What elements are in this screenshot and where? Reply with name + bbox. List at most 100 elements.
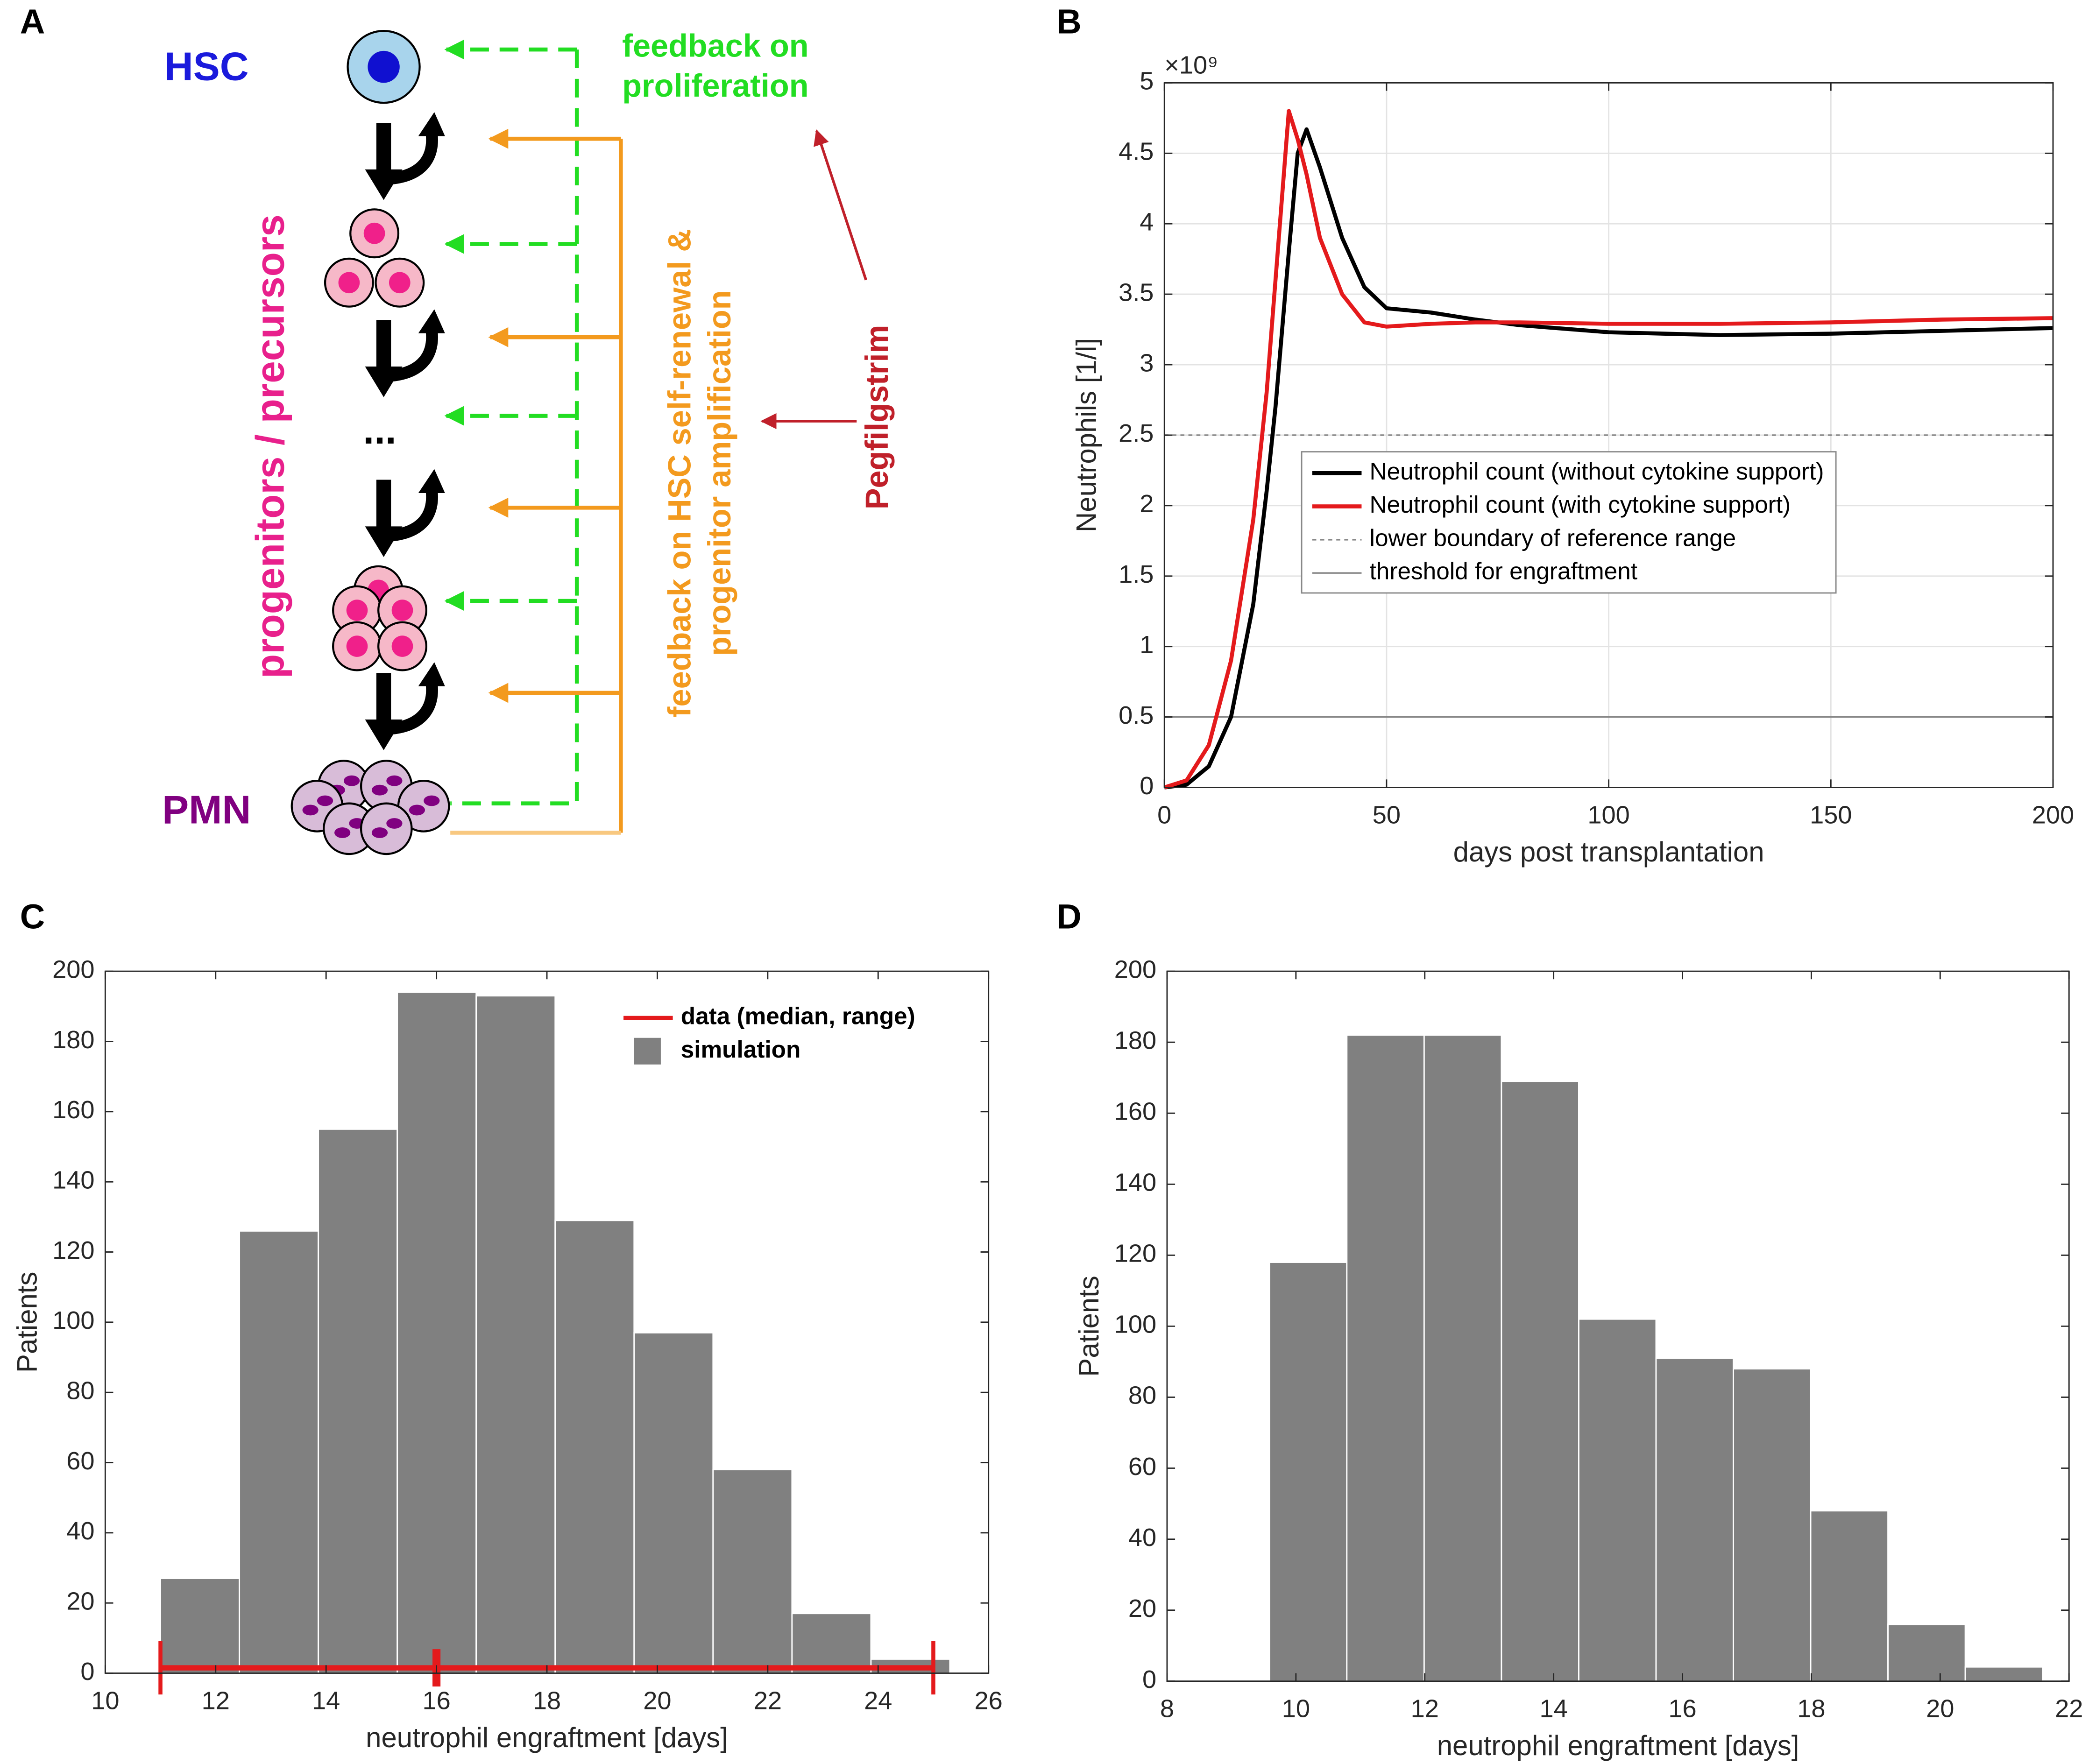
y-axis-label: Patients [1073,1276,1105,1376]
bar [1964,1666,2044,1682]
data-line [1164,127,2054,790]
y-tick-label: 3.5 [1119,278,1154,306]
x-tick-label: 8 [1160,1695,1174,1723]
progenitor-label: progenitors / precursors [248,214,292,678]
x-tick-label: 200 [2032,801,2074,829]
x-axis-label: neutrophil engraftment [days] [366,1722,728,1753]
differentiation-arrow [365,469,445,557]
y-tick-label: 40 [1128,1524,1156,1552]
chart: 10 12 14 16 18 20 22 24 26 0 20 40 60 80 100 120 140 160 1… [12,955,1003,1753]
y-tick-label: 60 [66,1447,94,1475]
y-tick-label: 200 [52,955,94,983]
hsc-nucleus [368,50,400,83]
proliferation-label: feedback on [622,28,808,64]
y-tick-label: 40 [66,1517,94,1545]
y-tick-label: 2.5 [1119,419,1154,447]
y-scale-label: ×10⁹ [1164,51,1218,79]
bar [318,1128,398,1674]
x-axis-label: days post transplantation [1453,836,1764,868]
x-tick-label: 12 [202,1687,230,1715]
y-tick-label: 3 [1140,349,1154,377]
x-tick-label: 150 [1810,801,1852,829]
differentiation-arrow [365,112,445,200]
progenitor-cell [325,259,373,307]
y-tick-label: 0 [80,1658,94,1686]
y-tick-label: 0 [1140,772,1154,800]
bar [1423,1034,1502,1682]
bar [1810,1510,1889,1682]
pmn-cell [361,804,411,854]
y-tick-label: 5 [1140,67,1154,95]
chart: 8 10 12 14 16 18 20 22 0 20 40 60 80 100 120 140 160 180 2… [1073,955,2083,1761]
y-tick-label: 20 [66,1587,94,1615]
legend: data (median, range) simulation [623,1003,915,1065]
y-tick-label: 100 [1114,1311,1156,1339]
bar [160,1578,241,1674]
y-tick-label: 0 [1142,1665,1156,1693]
legend-label: lower boundary of reference range [1370,524,1736,551]
drug-label: Pegfilgstrim [859,325,895,510]
y-tick-label: 140 [52,1166,94,1194]
bar [1655,1357,1734,1682]
y-tick-label: 60 [1128,1453,1156,1481]
y-tick-label: 120 [1114,1240,1156,1268]
ellipsis: ... [363,408,396,452]
legend-label: simulation [681,1036,801,1063]
hsc-label: HSC [164,44,249,89]
legend: Neutrophil count (without cytokine suppo… [1301,451,1837,594]
y-tick-label: 20 [1128,1595,1156,1623]
y-tick-label: 100 [52,1306,94,1334]
legend-label: threshold for engraftment [1370,558,1637,585]
y-tick-label: 180 [52,1026,94,1054]
differentiation-arrow [365,309,445,397]
bar [1346,1034,1425,1682]
legend-swatch [634,1037,661,1065]
y-tick-label: 2 [1140,490,1154,518]
y-tick-label: 4 [1140,208,1154,236]
panel-label: C [20,897,45,936]
bar [475,995,556,1674]
precursor-cell [333,622,381,670]
x-tick-label: 20 [643,1687,671,1715]
x-tick-label: 18 [533,1687,561,1715]
proliferation-label: proliferation [622,68,808,104]
y-tick-label: 1.5 [1119,560,1154,588]
x-tick-label: 16 [422,1687,450,1715]
y-tick-label: 160 [52,1096,94,1124]
y-tick-label: 4.5 [1119,138,1154,166]
bar [1501,1080,1579,1682]
x-tick-label: 14 [312,1687,340,1715]
data-line [1163,109,2054,790]
bar [1733,1368,1812,1682]
x-axis-label: neutrophil engraftment [days] [1437,1730,1799,1761]
x-tick-label: 0 [1157,801,1171,829]
x-tick-label: 10 [1282,1695,1310,1723]
x-tick-label: 14 [1539,1695,1567,1723]
x-tick-label: 22 [2055,1695,2083,1723]
x-tick-label: 24 [864,1687,892,1715]
y-tick-label: 200 [1114,955,1156,983]
progenitor-cell [350,209,398,257]
bar [397,991,477,1674]
x-tick-label: 18 [1797,1695,1825,1723]
x-tick-label: 22 [754,1687,782,1715]
renewal-label: feedback on HSC self-renewal & [662,229,698,717]
legend-label: data (median, range) [681,1003,915,1030]
y-tick-label: 180 [1114,1026,1156,1054]
bar [633,1332,714,1674]
bar [791,1613,872,1674]
legend-label: Neutrophil count (with cytokine support) [1370,491,1791,518]
legend-label: Neutrophil count (without cytokine suppo… [1370,458,1824,485]
renewal-label: progenitor amplification [701,290,737,656]
y-axis-label: Patients [12,1272,43,1373]
x-tick-label: 50 [1373,801,1401,829]
diagram: HSC PMN progenitors / precursors ... fee… [162,28,895,854]
y-tick-label: 80 [66,1376,94,1404]
y-tick-label: 160 [1114,1098,1156,1126]
panel-label: B [1056,2,1082,41]
bar [239,1230,319,1674]
precursor-cell [378,622,426,670]
x-tick-label: 10 [91,1687,119,1715]
